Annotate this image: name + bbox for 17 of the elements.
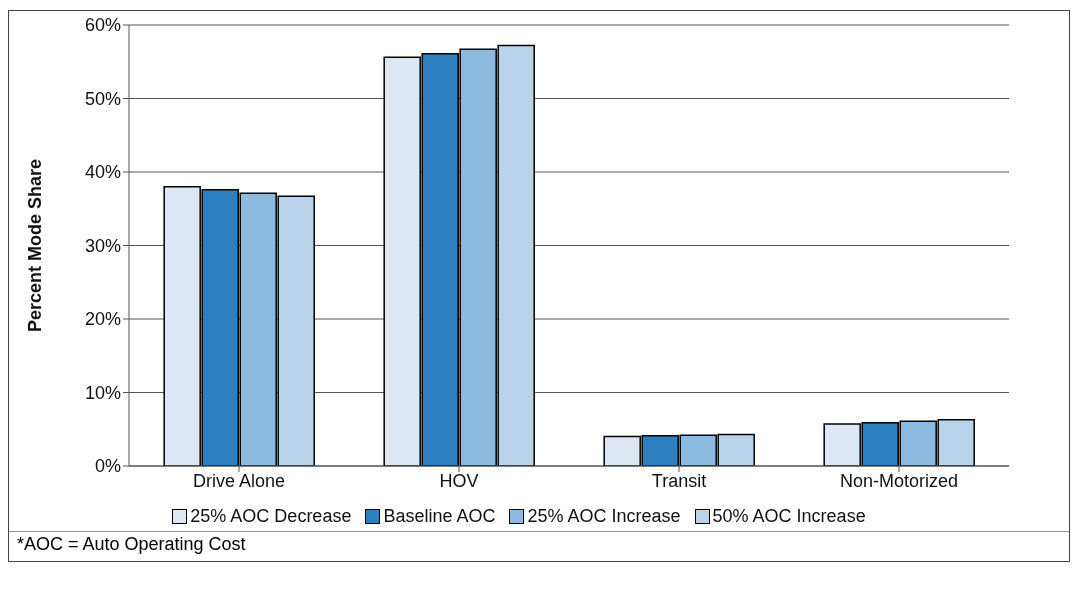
y-tick-label: 20% (84, 309, 121, 330)
y-tick-label: 50% (84, 88, 121, 109)
y-tick-label: 10% (84, 382, 121, 403)
legend-label: 25% AOC Increase (527, 506, 681, 527)
x-tick-label: Transit (651, 470, 707, 491)
y-tick-label: 30% (84, 235, 121, 256)
y-tick-label: 40% (84, 162, 121, 183)
legend-label: Baseline AOC (383, 506, 496, 527)
text: *AOC = Auto Operating Cost (9, 531, 1069, 561)
legend-label: 25% AOC Decrease (190, 506, 352, 527)
y-axis-title: Percent Mode Share (25, 158, 46, 333)
y-tick-label: 60% (84, 15, 121, 36)
x-tick-label: HOV (439, 470, 479, 491)
y-tick-label: 0% (94, 456, 121, 477)
x-tick-label: Non-Motorized (839, 470, 959, 491)
legend-label: 50% AOC Increase (712, 506, 866, 527)
x-tick-label: Drive Alone (192, 470, 286, 491)
